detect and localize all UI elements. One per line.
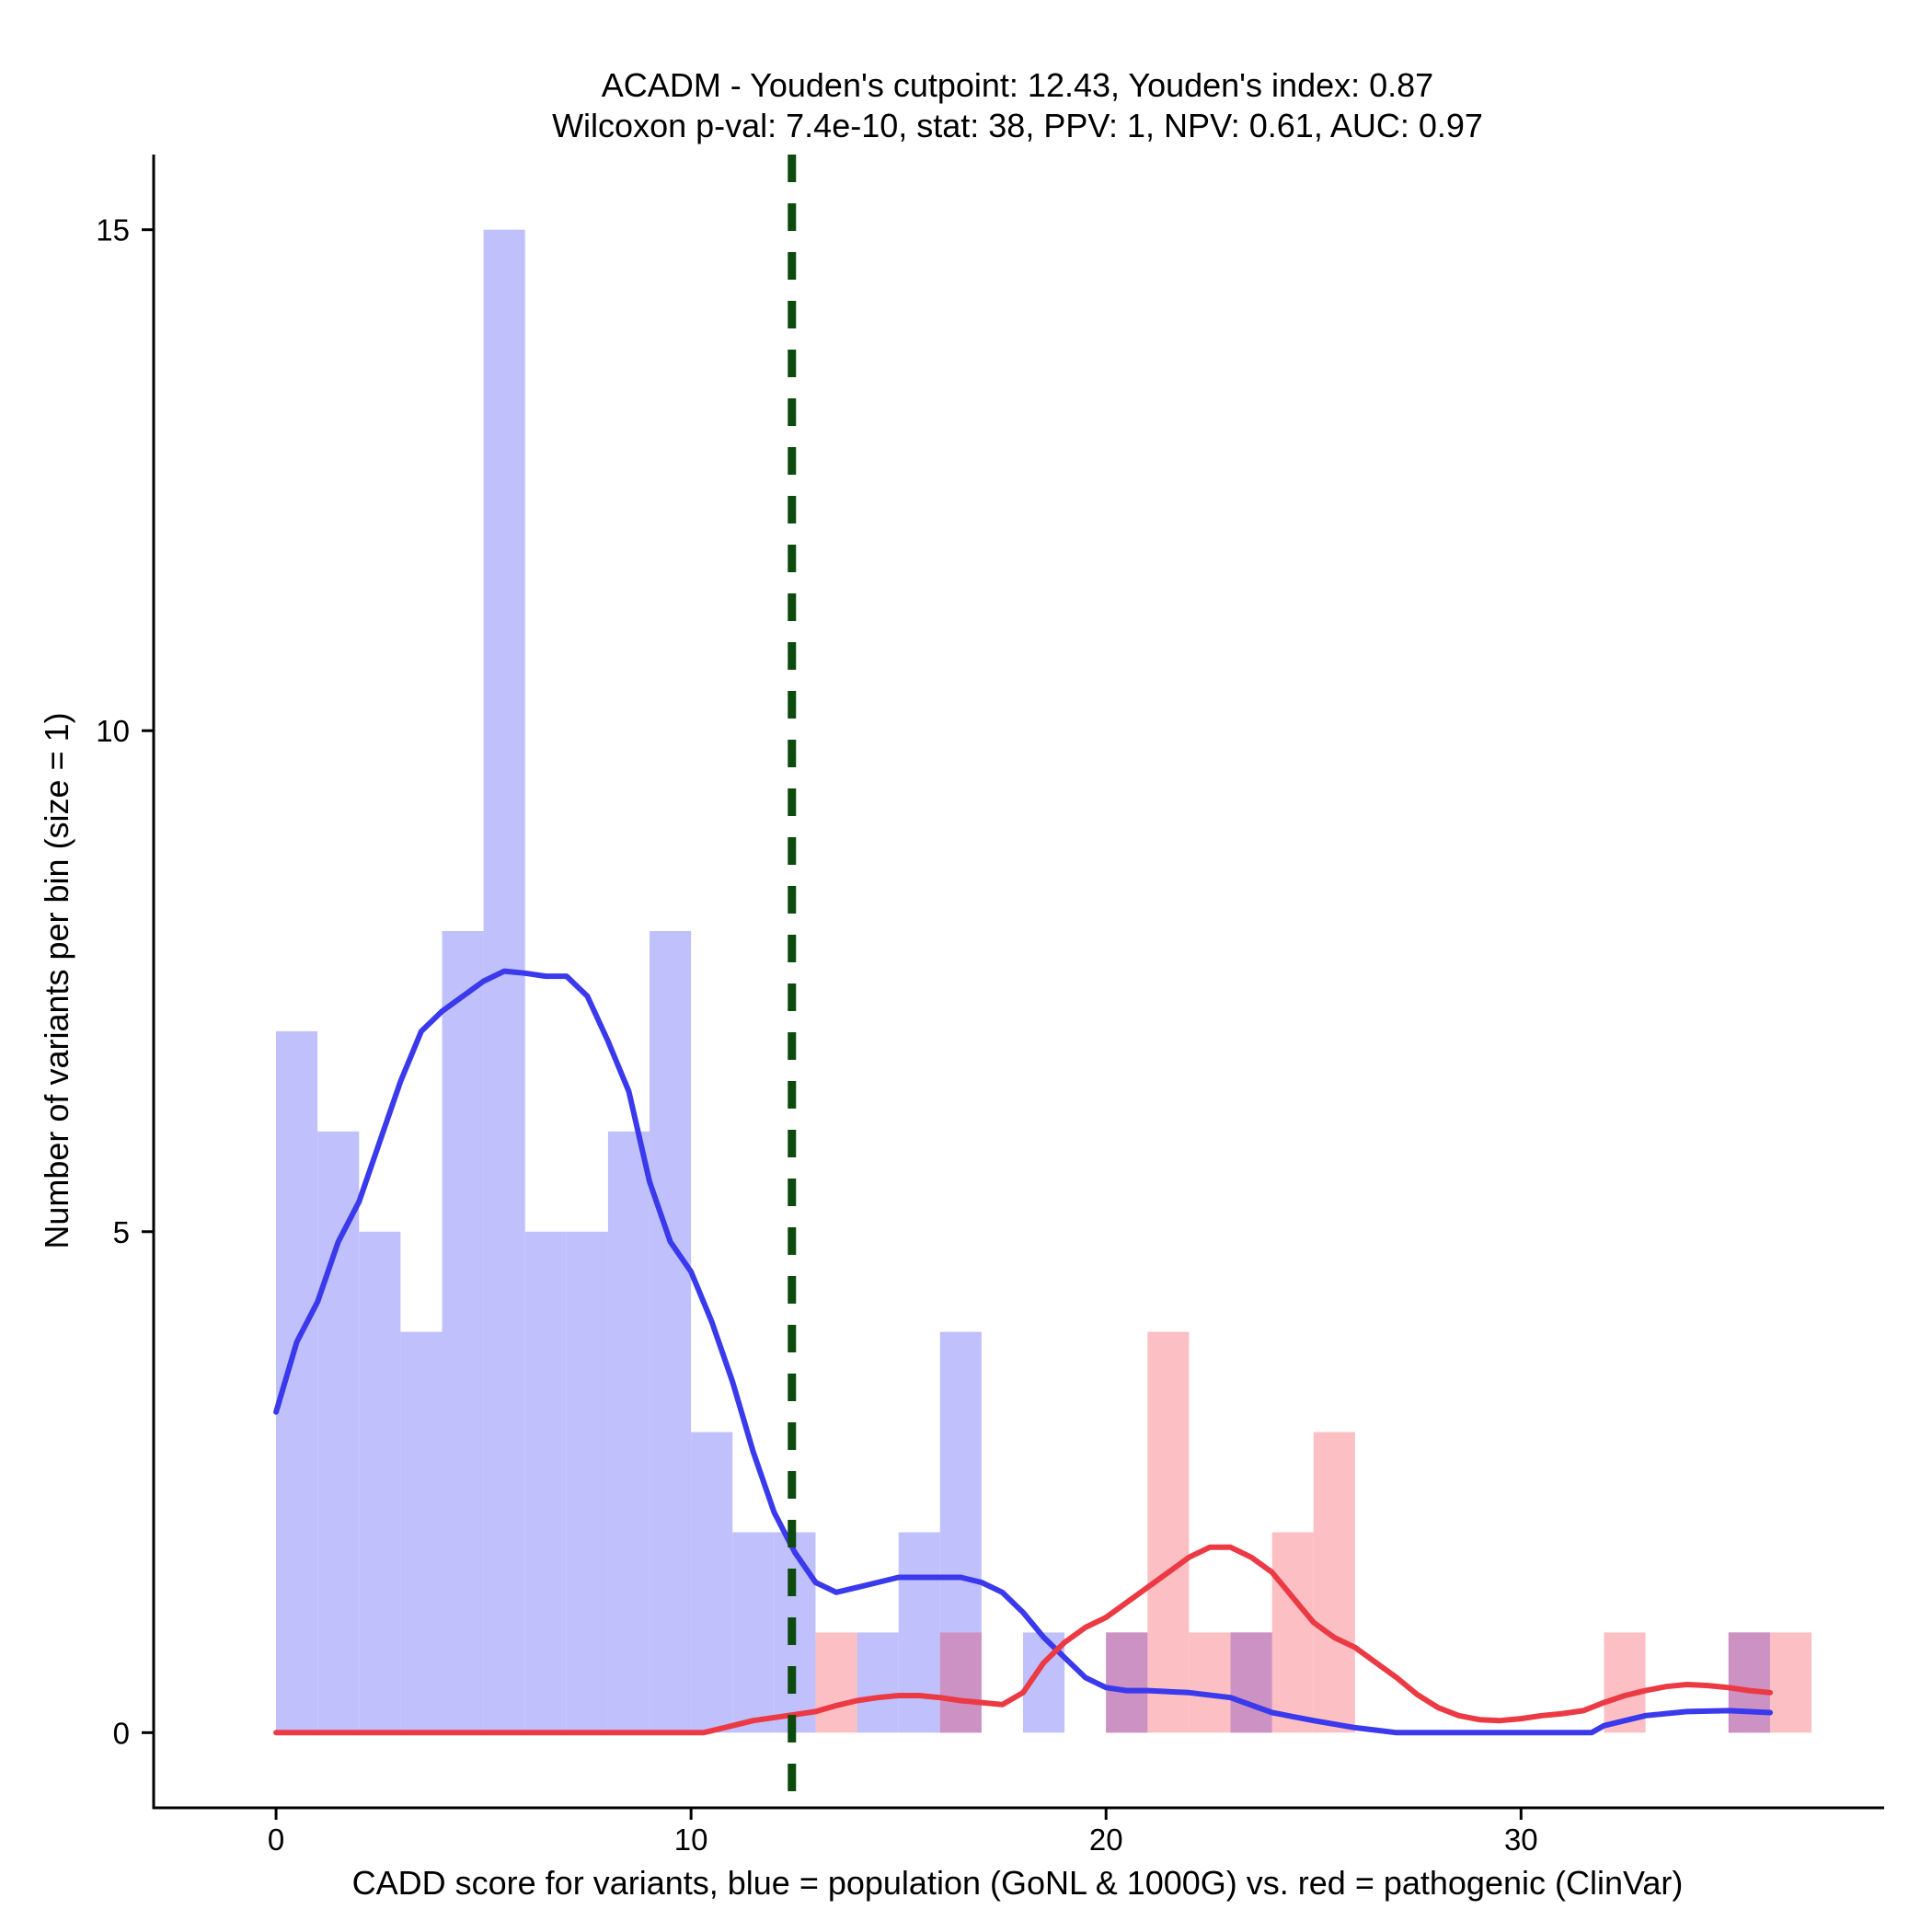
chart-title-line-2: Wilcoxon p-val: 7.4e-10, stat: 38, PPV: … bbox=[552, 107, 1483, 144]
population-bar-13 bbox=[857, 1632, 899, 1733]
population-bar-1 bbox=[317, 1131, 360, 1733]
pathogenic-bar-0 bbox=[815, 1632, 857, 1733]
x-tick-label-2: 20 bbox=[1089, 1823, 1123, 1857]
x-tick-label-3: 30 bbox=[1504, 1823, 1538, 1857]
chart-title-line-1: ACADM - Youden's cutpoint: 12.43, Youden… bbox=[602, 66, 1433, 104]
population-bar-6 bbox=[524, 1231, 567, 1733]
density-lines bbox=[273, 968, 1773, 1736]
population-bar-11 bbox=[732, 1532, 775, 1733]
pathogenic-bar-7 bbox=[1313, 1432, 1355, 1733]
pathogenic-bar-4 bbox=[1189, 1632, 1231, 1733]
x-axis-title: CADD score for variants, blue = populati… bbox=[352, 1864, 1684, 1902]
overlap-bar-1 bbox=[1106, 1632, 1148, 1733]
axes bbox=[152, 155, 1884, 1810]
population-bar-5 bbox=[483, 229, 525, 1733]
population-bar-3 bbox=[400, 1331, 443, 1733]
overlap-bar-0 bbox=[939, 1632, 982, 1733]
histogram-bars bbox=[276, 229, 1812, 1733]
y-axis-title: Number of variants per bin (size = 1) bbox=[38, 712, 75, 1248]
overlap-bar-3 bbox=[1728, 1632, 1770, 1733]
y-tick-label-0: 0 bbox=[113, 1716, 130, 1750]
x-tick-label-0: 0 bbox=[268, 1823, 284, 1857]
population-bar-9 bbox=[650, 931, 692, 1733]
y-tick-label-3: 15 bbox=[96, 213, 130, 247]
population-bar-2 bbox=[359, 1231, 401, 1733]
pathogenic-bar-10 bbox=[1769, 1632, 1812, 1733]
pathogenic-density-line bbox=[273, 1544, 1773, 1736]
y-tick-label-1: 5 bbox=[113, 1215, 130, 1249]
overlap-bar-2 bbox=[1230, 1632, 1272, 1733]
population-bar-4 bbox=[442, 931, 484, 1733]
y-tick-label-2: 10 bbox=[96, 714, 130, 748]
population-bar-7 bbox=[566, 1231, 608, 1733]
population-bar-14 bbox=[898, 1532, 940, 1733]
x-tick-label-1: 10 bbox=[674, 1823, 708, 1857]
population-bar-8 bbox=[607, 1131, 650, 1733]
pathogenic-bar-6 bbox=[1271, 1532, 1314, 1733]
population-bar-10 bbox=[691, 1432, 733, 1733]
axis-ticks: 0 10 20 30 0 5 10 15 bbox=[96, 213, 1537, 1857]
population-density-line bbox=[273, 968, 1773, 1736]
pathogenic-bar-3 bbox=[1147, 1331, 1190, 1733]
